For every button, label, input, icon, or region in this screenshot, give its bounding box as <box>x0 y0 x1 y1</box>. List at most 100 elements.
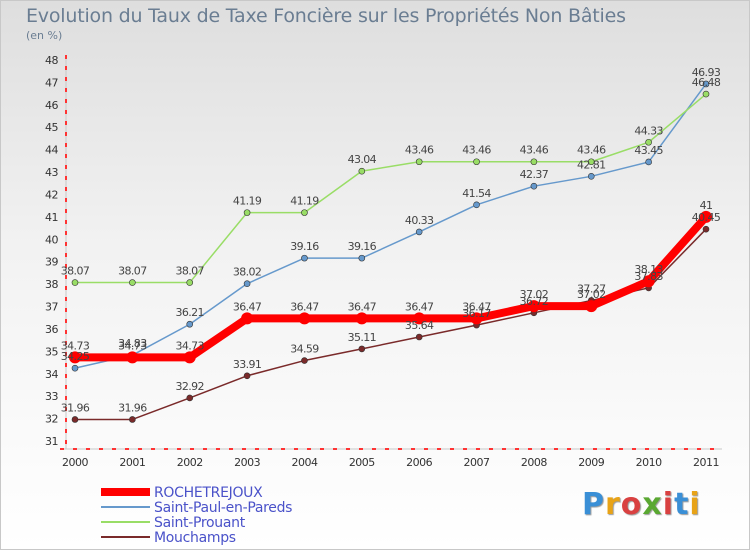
data-label: 31.96 <box>61 401 90 414</box>
x-tick-label: 2008 <box>521 456 547 469</box>
y-tick-label: 38 <box>45 278 58 291</box>
data-point <box>587 158 595 166</box>
y-tick-label: 33 <box>45 390 58 403</box>
data-label: 36.21 <box>175 306 204 319</box>
x-tick-label: 2001 <box>119 456 145 469</box>
data-label: 42.37 <box>520 168 549 181</box>
data-point <box>473 158 480 166</box>
data-label: 37.27 <box>577 282 606 295</box>
data-point <box>301 209 308 216</box>
data-point <box>298 312 311 325</box>
data-label: 41.19 <box>290 195 319 208</box>
data-point <box>413 312 426 325</box>
data-point <box>355 312 368 325</box>
data-label: 36.47 <box>290 300 319 313</box>
data-label: 38.13 <box>634 263 663 276</box>
data-label: 43.46 <box>520 144 549 157</box>
logo-letter: x <box>642 487 663 522</box>
legend-label: Saint-Prouant <box>154 515 246 531</box>
proxiti-logo: Proxiti <box>582 487 701 522</box>
data-label: 34.25 <box>61 350 90 363</box>
data-label: 38.07 <box>61 265 90 278</box>
data-point <box>642 275 655 288</box>
data-label: 36.72 <box>520 295 549 308</box>
data-label: 40.45 <box>692 211 721 224</box>
data-label: 38.02 <box>233 266 262 279</box>
data-label: 38.07 <box>118 265 147 278</box>
data-labels: 34.25 34.83 36.21 38.02 39.16 39.16 40.33 41.54… <box>61 66 722 415</box>
series-line <box>71 212 710 362</box>
logo-letter: i <box>662 487 675 522</box>
data-label: 36.47 <box>233 300 262 313</box>
data-point <box>358 254 366 262</box>
data-label: 44.33 <box>634 124 663 137</box>
data-point <box>702 80 710 88</box>
series-line <box>74 83 707 369</box>
legend-label: Saint-Paul-en-Pareds <box>154 500 292 516</box>
data-label: 36.47 <box>348 300 377 313</box>
data-label: 46.93 <box>692 66 721 79</box>
data-label: 34.59 <box>290 343 319 356</box>
chart-subtitle: (en %) <box>26 29 63 42</box>
x-tick-label: 2003 <box>234 456 260 469</box>
data-label: 35.64 <box>405 319 434 332</box>
x-tick-label: 2010 <box>636 456 662 469</box>
data-point <box>71 279 79 286</box>
data-point <box>415 228 423 236</box>
data-point <box>243 209 251 216</box>
y-tick-label: 34 <box>45 368 58 381</box>
x-tick-label: 2004 <box>291 456 317 469</box>
data-label: 34.73 <box>175 339 204 352</box>
y-tick-label: 32 <box>45 413 58 426</box>
logo-letter: o <box>620 487 643 522</box>
data-label: 37.02 <box>577 288 606 301</box>
data-point <box>702 90 710 98</box>
data-label: 43.46 <box>405 144 434 157</box>
data-point <box>473 201 480 209</box>
data-label: 41.54 <box>462 187 491 200</box>
data-point <box>530 158 538 166</box>
data-label: 34.73 <box>118 339 147 352</box>
data-label: 46.48 <box>692 76 721 89</box>
data-point <box>243 280 251 287</box>
data-point <box>71 364 79 372</box>
legend-label: Mouchamps <box>154 530 236 546</box>
data-point <box>470 312 483 325</box>
x-tick-label: 2000 <box>62 456 88 469</box>
data-point <box>527 300 540 313</box>
data-point <box>702 225 710 233</box>
x-tick-label: 2002 <box>177 456 203 469</box>
y-tick-label: 45 <box>45 121 58 134</box>
y-tick-label: 37 <box>45 301 58 314</box>
data-label: 37.83 <box>634 270 663 283</box>
data-point <box>530 182 538 190</box>
data-point <box>358 167 366 175</box>
data-label: 43.46 <box>462 144 491 157</box>
data-point <box>129 416 136 423</box>
y-tick-label: 35 <box>45 345 58 358</box>
data-point <box>183 351 196 364</box>
data-point <box>129 279 136 286</box>
data-point <box>186 320 194 328</box>
data-label: 43.46 <box>577 144 606 157</box>
y-tick-label: 36 <box>45 323 58 336</box>
data-point <box>69 351 81 364</box>
data-label: 34.73 <box>61 339 90 352</box>
data-label: 33.91 <box>233 358 262 371</box>
data-label: 37.02 <box>520 288 549 301</box>
data-point <box>126 351 139 364</box>
y-tick-label: 46 <box>45 99 58 112</box>
legend-label: ROCHETREJOUX <box>154 485 263 501</box>
series-line <box>74 228 707 421</box>
y-tick-label: 42 <box>45 188 58 201</box>
data-point <box>71 416 79 423</box>
data-point <box>241 312 254 325</box>
data-label: 41 <box>700 199 713 212</box>
series-line <box>74 93 707 284</box>
data-point <box>243 372 251 380</box>
y-tick-label: 43 <box>45 166 58 179</box>
logo-letter: r <box>605 487 621 522</box>
x-tick-label: 2005 <box>349 456 375 469</box>
data-point <box>415 333 423 341</box>
